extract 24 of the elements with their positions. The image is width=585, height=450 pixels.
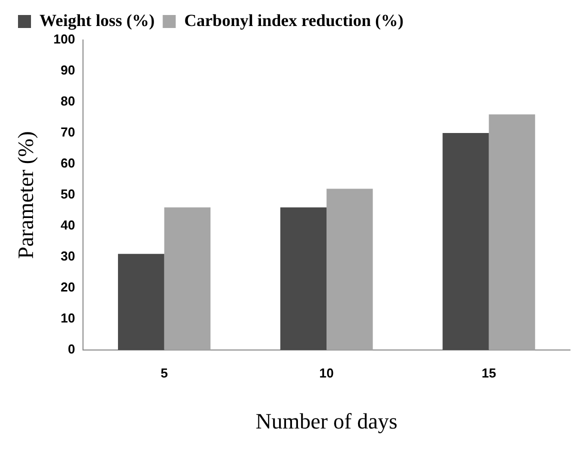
bar [280,207,327,350]
y-tick-label: 40 [60,218,76,233]
y-tick-label: 100 [53,32,76,47]
x-tick-label: 10 [319,365,334,380]
bar [164,207,210,350]
y-tick-label: 60 [60,156,76,171]
y-tick-label: 10 [60,310,76,326]
bar [118,254,164,350]
bar [326,188,373,350]
y-tick-label: 70 [60,124,76,140]
bar [442,133,489,350]
bar [488,114,536,350]
y-tick-label: 0 [68,342,76,357]
y-axis-title: Parameter (%) [12,131,38,259]
y-tick-label: 90 [60,62,76,78]
legend-label: Carbonyl index reduction (%) [184,10,404,30]
x-tick-label: 15 [482,365,496,380]
legend-label: Weight loss (%) [40,10,155,30]
x-tick-label: 5 [160,365,168,380]
y-tick-label: 30 [60,248,76,264]
x-axis-title: Number of days [256,408,398,434]
y-tick-label: 50 [60,186,76,202]
y-tick-label: 20 [60,280,76,295]
y-tick-label: 80 [60,94,76,109]
